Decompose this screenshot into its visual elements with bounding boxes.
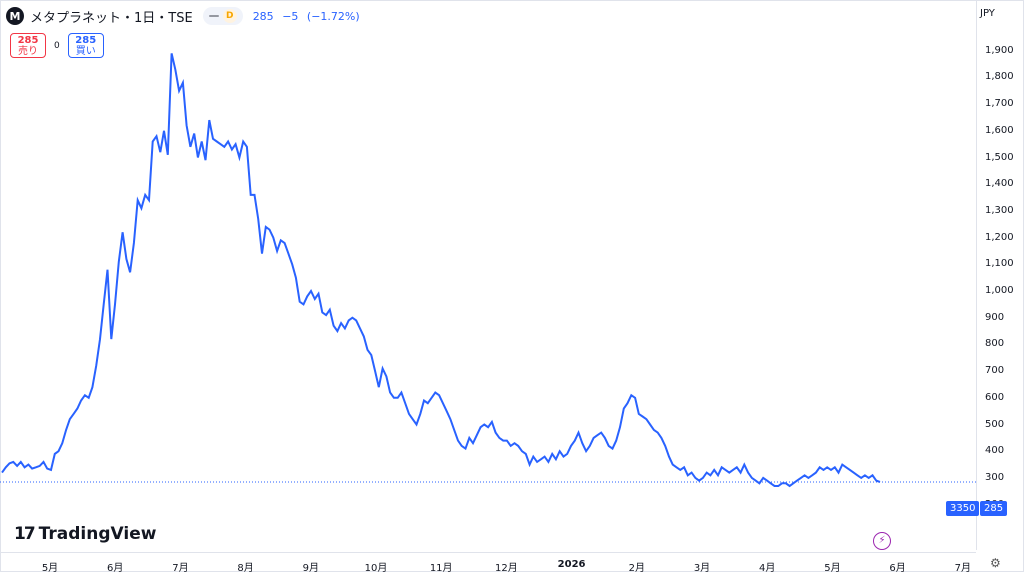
x-tick-label: 9月	[302, 563, 319, 574]
y-tick-label: 1,600	[985, 124, 1014, 136]
y-tick-label: 500	[985, 418, 1005, 430]
price-change: −5	[282, 9, 299, 23]
x-tick-label: 6月	[889, 563, 906, 574]
y-tick-label: 700	[985, 365, 1005, 377]
dash-icon	[208, 15, 219, 17]
x-tick-label: 11月	[429, 563, 453, 574]
sell-label: 売り	[18, 46, 38, 57]
last-price-tag: 285	[980, 501, 1008, 516]
chart-header: M メタプラネット・1日・TSE D 285 −5 (−1.72%)	[6, 5, 365, 27]
y-tick-label: 400	[985, 445, 1005, 457]
tradingview-logo[interactable]: 17 TradingView	[14, 524, 156, 544]
x-tick-label: 3月	[693, 563, 711, 574]
y-tick-label: 1,100	[985, 258, 1014, 270]
y-tick-label: 900	[985, 311, 1005, 323]
y-tick-label: 1,000	[985, 285, 1014, 297]
y-tick-label: 800	[985, 338, 1005, 350]
buy-price: 285	[75, 35, 97, 46]
quote-readout: 285 −5 (−1.72%)	[253, 10, 365, 23]
y-tick-label: 1,500	[985, 151, 1014, 163]
countdown-tag: 3350	[946, 501, 980, 516]
time-axis[interactable]	[0, 552, 976, 571]
x-tick-label: 4月	[759, 563, 776, 574]
spread-value: 0	[54, 40, 60, 51]
symbol-title[interactable]: メタプラネット・1日・TSE	[30, 10, 193, 26]
price-series-line	[1, 53, 881, 488]
y-tick-label: 1,900	[985, 44, 1014, 56]
price-axis[interactable]	[976, 0, 1024, 550]
y-tick-label: 1,400	[985, 178, 1014, 190]
price-chart[interactable]	[0, 30, 976, 550]
tv-logo-icon: 17	[14, 524, 36, 544]
gear-icon[interactable]: ⚙	[990, 556, 1001, 570]
x-tick-label: 2026	[557, 559, 586, 570]
x-tick-label: 8月	[237, 563, 254, 574]
y-tick-label: 1,700	[985, 98, 1014, 110]
price-change-pct: (−1.72%)	[306, 9, 360, 23]
lightning-icon[interactable]: ⚡	[873, 532, 891, 550]
buy-label: 買い	[75, 46, 96, 57]
last-price: 285	[252, 9, 274, 23]
sell-price: 285	[17, 35, 39, 46]
y-tick-label: 300	[985, 471, 1005, 483]
interval-badge: D	[222, 9, 237, 23]
trade-panel: 285 売り 0 285 買い	[10, 33, 104, 58]
x-tick-label: 12月	[495, 563, 518, 574]
y-tick-label: 1,300	[985, 204, 1014, 216]
x-tick-label: 10月	[364, 563, 388, 574]
y-tick-label: 600	[985, 391, 1005, 403]
x-tick-label: 6月	[107, 563, 124, 574]
x-tick-label: 7月	[954, 563, 971, 574]
buy-button[interactable]: 285 買い	[67, 33, 104, 58]
sell-button[interactable]: 285 売り	[10, 33, 46, 58]
currency-label[interactable]: JPY	[980, 8, 995, 19]
indicator-pill[interactable]: D	[202, 7, 243, 25]
x-tick-label: 2月	[628, 563, 645, 574]
y-tick-label: 1,200	[985, 231, 1014, 243]
symbol-logo[interactable]: M	[6, 7, 24, 25]
y-tick-label: 1,800	[985, 71, 1014, 83]
brand-name: TradingView	[38, 524, 157, 544]
x-tick-label: 5月	[824, 563, 841, 574]
x-tick-label: 5月	[41, 563, 59, 574]
x-tick-label: 7月	[172, 563, 189, 574]
